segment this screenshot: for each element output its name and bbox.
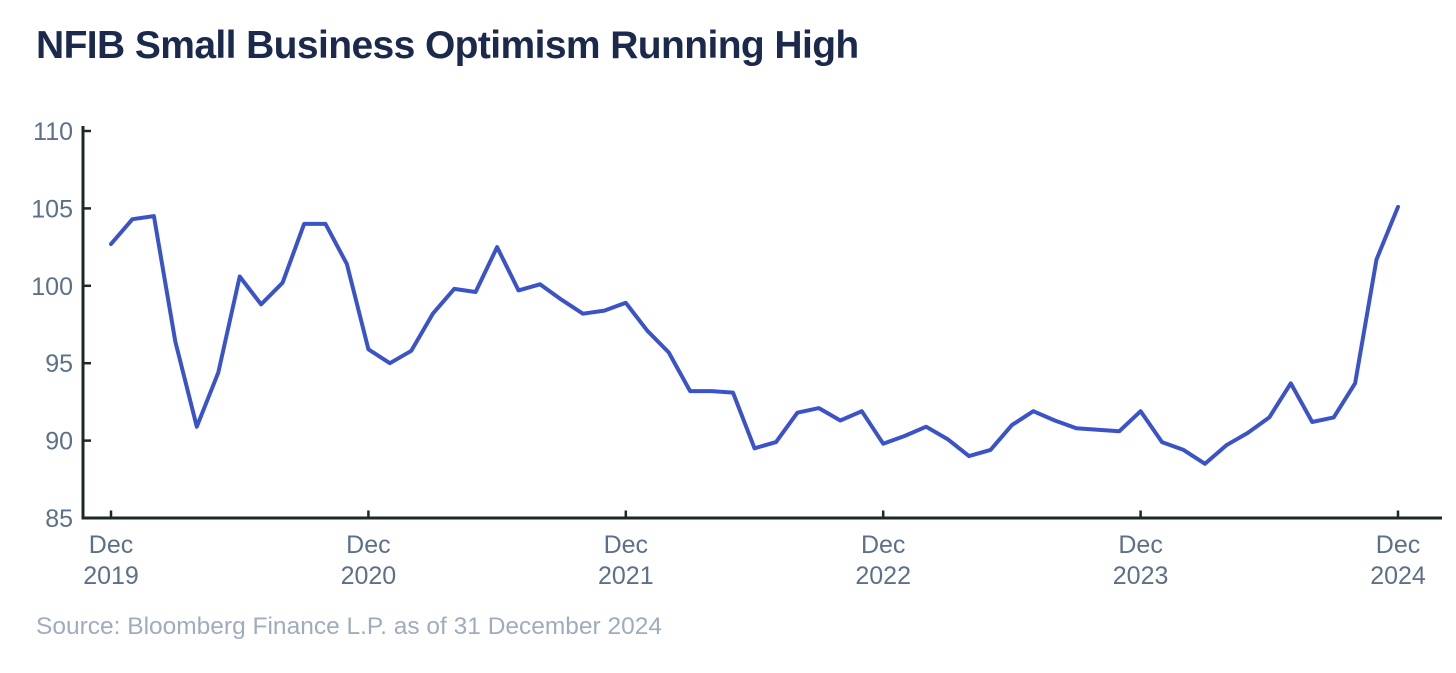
x-axis-tick-label-month: Dec [89,531,133,559]
y-axis-tick-label: 90 [45,428,73,456]
y-axis-tick-label: 110 [33,118,73,146]
x-axis-tick-label-year: 2023 [1113,562,1169,590]
optimism-index-line-series [109,204,1400,466]
x-axis-tick-label-year: 2021 [598,562,654,590]
source-attribution: Source: Bloomberg Finance L.P. as of 31 … [36,613,663,640]
axis-spines [81,126,1442,520]
x-axis-tick-label-month: Dec [346,531,390,559]
x-axis-tick-label-year: 2022 [855,562,911,590]
chart-title: NFIB Small Business Optimism Running Hig… [36,24,859,67]
y-axis-tick-label: 100 [31,273,73,301]
x-axis-tick-label-month: Dec [604,531,648,559]
x-axis-tick-label-month: Dec [1118,531,1162,559]
y-axis-tick-label: 105 [31,195,73,223]
x-axis-tick-label-year: 2019 [83,562,139,590]
y-axis-tick-label: 95 [45,350,73,378]
x-axis-tick-label-year: 2020 [341,562,397,590]
x-axis-tick-label-year: 2024 [1370,562,1426,590]
x-axis-tick-label-month: Dec [861,531,905,559]
y-axis-tick-label: 85 [45,505,73,533]
x-axis-tick-label-month: Dec [1376,531,1420,559]
